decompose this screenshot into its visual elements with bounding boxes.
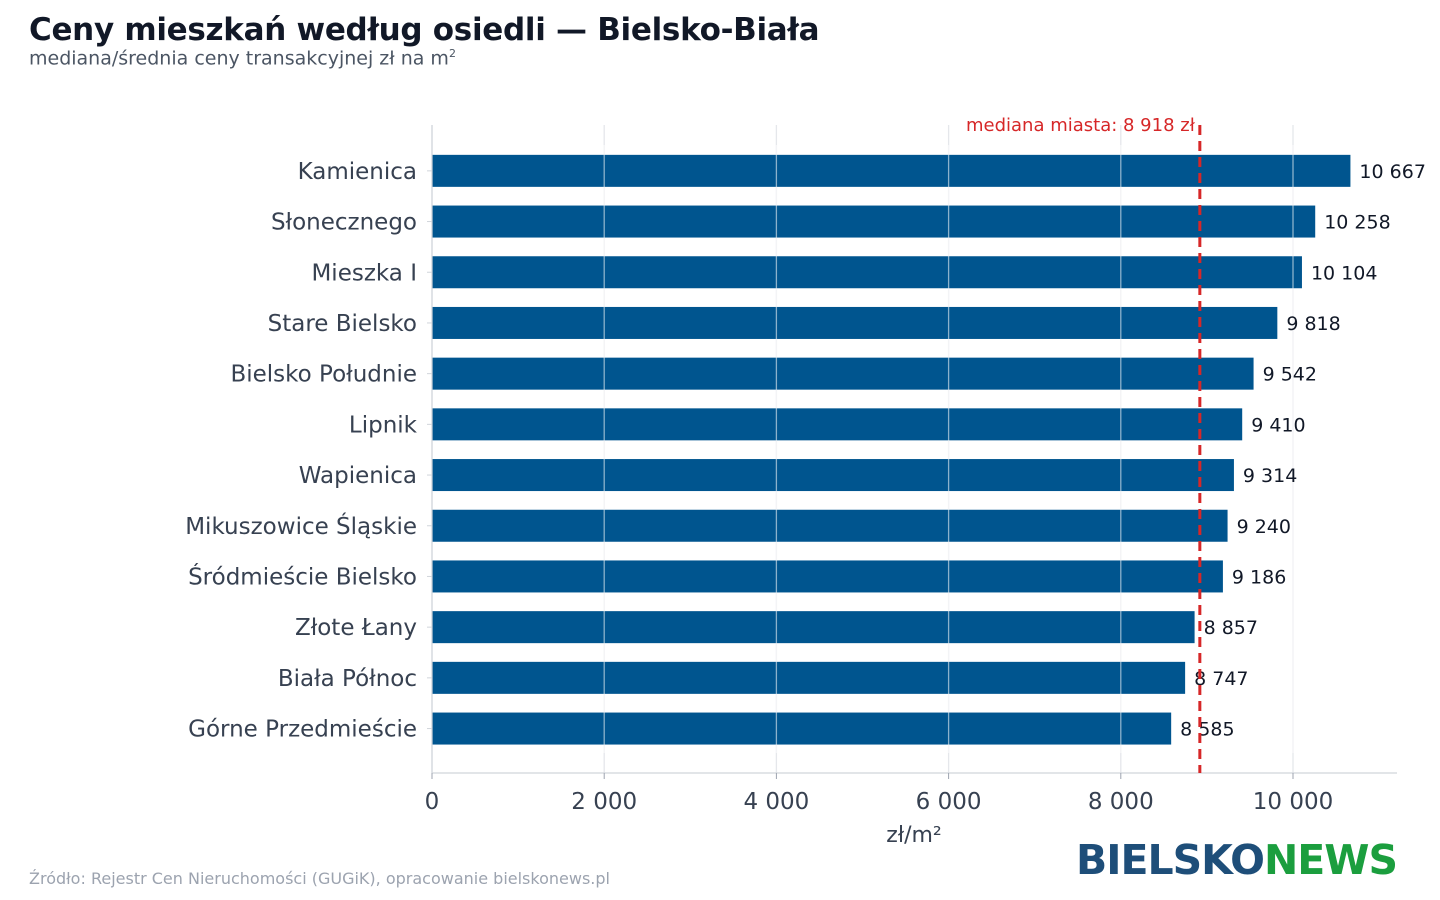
x-axis: 0 2 000 4 000 6 000 8 000 10 000 zł/m² xyxy=(425,125,1397,848)
chart-subtitle: mediana/średnia ceny transakcyjnej zł na… xyxy=(29,47,456,69)
bar xyxy=(432,306,1278,339)
x-tick-label: 10 000 xyxy=(1253,789,1333,815)
x-axis-label: zł/m² xyxy=(886,823,941,848)
x-tick-label: 8 000 xyxy=(1088,789,1154,815)
value-label: 8 585 xyxy=(1180,719,1234,741)
subtitle-text: mediana/średnia ceny transakcyjnej zł na… xyxy=(29,47,449,70)
category-label: Lipnik xyxy=(349,412,418,438)
median-label: mediana miasta: 8 918 zł xyxy=(966,115,1196,136)
value-label: 9 240 xyxy=(1237,516,1291,538)
category-label: Mikuszowice Śląskie xyxy=(185,512,417,540)
source-note: Źródło: Rejestr Cen Nieruchomości (GUGiK… xyxy=(29,869,610,888)
bar xyxy=(432,560,1223,593)
category-label: Bielsko Południe xyxy=(230,362,417,388)
logo-part-1: BIELSKO xyxy=(1076,836,1265,884)
category-labels: Kamienica Słonecznego Mieszka I Stare Biels… xyxy=(185,159,432,743)
category-label: Stare Bielsko xyxy=(268,311,417,337)
category-label: Słonecznego xyxy=(271,210,417,236)
bar xyxy=(432,154,1351,187)
category-label: Śródmieście Bielsko xyxy=(188,562,417,590)
category-label: Kamienica xyxy=(298,159,417,185)
bar xyxy=(432,408,1243,441)
bar xyxy=(432,256,1302,289)
bar xyxy=(432,509,1228,542)
value-label: 9 542 xyxy=(1263,364,1317,386)
bar xyxy=(432,459,1234,492)
bars xyxy=(432,145,1351,753)
category-label: Biała Północ xyxy=(278,666,417,692)
value-label: 8 857 xyxy=(1204,617,1258,639)
value-label: 10 258 xyxy=(1324,212,1390,234)
value-label: 10 667 xyxy=(1359,161,1425,183)
category-label: Mieszka I xyxy=(311,260,417,286)
chart-title: Ceny mieszkań według osiedli — Bielsko-B… xyxy=(29,12,820,48)
x-tick-label: 2 000 xyxy=(571,789,637,815)
logo-part-2: NEWS xyxy=(1263,836,1398,884)
category-label: Złote Łany xyxy=(295,615,417,641)
bar xyxy=(432,712,1172,745)
bar xyxy=(432,357,1254,390)
bar xyxy=(432,611,1195,644)
value-label: 10 104 xyxy=(1311,262,1377,284)
value-label: 8 747 xyxy=(1194,668,1248,690)
bielskonews-logo: BIELSKONEWS xyxy=(1076,840,1398,881)
x-tick-label: 0 xyxy=(425,789,440,815)
value-label: 9 410 xyxy=(1251,414,1305,436)
value-label: 9 818 xyxy=(1286,313,1340,335)
value-label: 9 314 xyxy=(1243,465,1297,487)
subtitle-superscript: 2 xyxy=(448,47,456,60)
x-tick-label: 4 000 xyxy=(743,789,809,815)
bar xyxy=(432,661,1186,694)
value-label: 9 186 xyxy=(1232,566,1286,588)
x-tick-label: 6 000 xyxy=(916,789,982,815)
bar xyxy=(432,205,1316,238)
category-label: Wapienica xyxy=(299,463,417,489)
category-label: Górne Przedmieście xyxy=(188,717,417,743)
median-reference: mediana miasta: 8 918 zł xyxy=(966,115,1202,773)
value-labels: 10 667 10 258 10 104 9 818 9 542 9 410 9 314 9 … xyxy=(1180,161,1426,741)
